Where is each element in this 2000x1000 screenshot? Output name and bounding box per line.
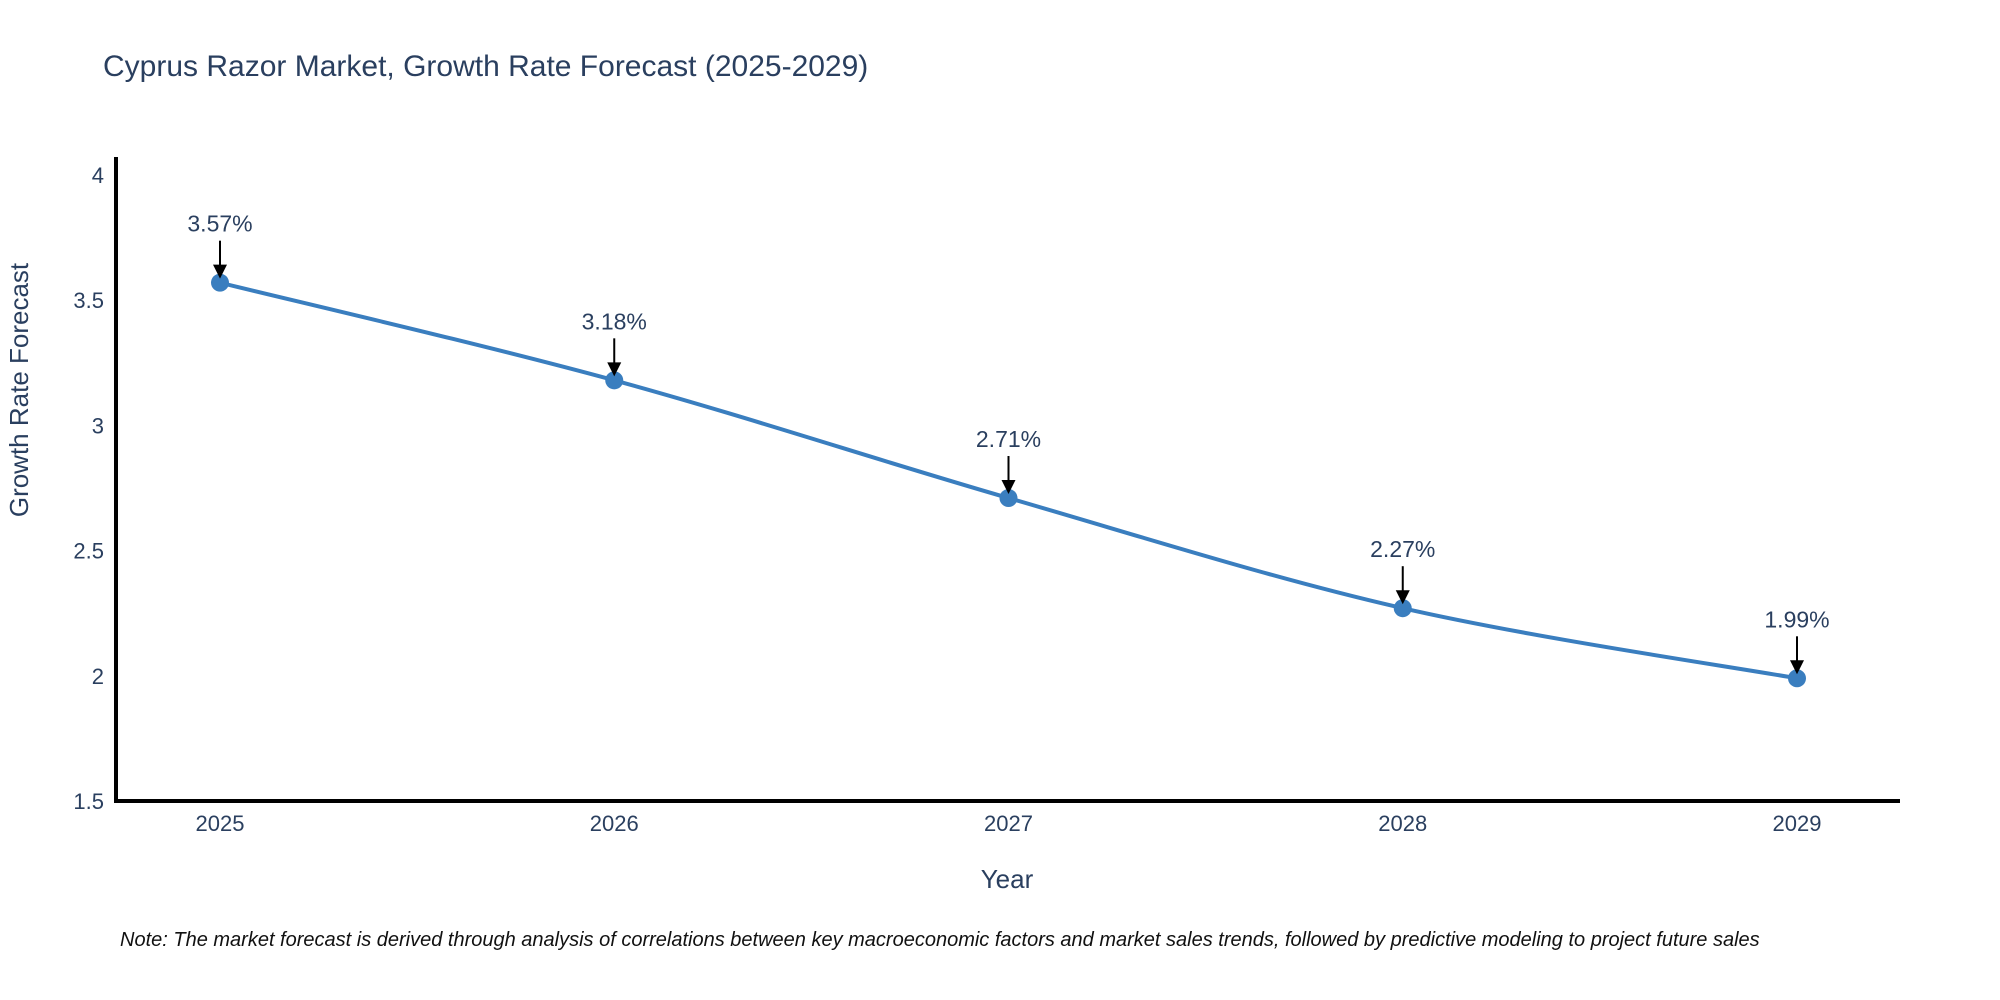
x-tick-label: 2028 [1378,811,1427,836]
x-tick-label: 2026 [590,811,639,836]
footnote: Note: The market forecast is derived thr… [120,929,1760,951]
annotation-arrowhead-icon [607,362,622,377]
y-tick-label: 2.5 [73,539,104,564]
annotation-arrowhead-icon [213,264,227,279]
point-annotation-label: 2.71% [976,426,1041,452]
y-tick-label: 3 [92,413,104,438]
x-tick-label: 2029 [1773,811,1822,836]
annotation-arrowhead-icon [1001,480,1016,495]
data-point-marker [211,273,229,292]
x-tick-label: 2027 [984,811,1033,836]
y-tick-label: 1.5 [73,789,104,814]
y-tick-label: 2 [92,664,104,689]
point-annotation-label: 3.18% [582,308,647,334]
y-axis-tick-labels: 1.5 2 2.5 3 3.5 4 [73,163,104,814]
data-point-marker [605,371,624,390]
point-annotation-label: 1.99% [1764,606,1829,632]
x-axis-tick-labels: 2025 2026 2027 2028 2029 [196,811,1822,836]
data-point-marker [999,489,1018,508]
y-tick-label: 3.5 [73,288,104,313]
point-annotation-label: 2.27% [1370,536,1435,562]
annotation-arrowhead-icon [1395,590,1410,605]
y-axis-title: Growth Rate Forecast [4,262,34,517]
point-annotations: 3.57% 3.18% 2.71% 2.27% 1.99% [187,211,1830,675]
chart-title: Cyprus Razor Market, Growth Rate Forecas… [103,50,868,83]
x-tick-label: 2025 [196,811,245,836]
data-point-marker [1393,599,1412,618]
annotation-arrowhead-icon [1790,660,1804,675]
x-axis-title: Year [981,864,1034,894]
data-point-marker [1788,669,1806,688]
data-series [211,273,1806,688]
y-tick-label: 4 [92,163,104,188]
point-annotation-label: 3.57% [187,211,252,237]
